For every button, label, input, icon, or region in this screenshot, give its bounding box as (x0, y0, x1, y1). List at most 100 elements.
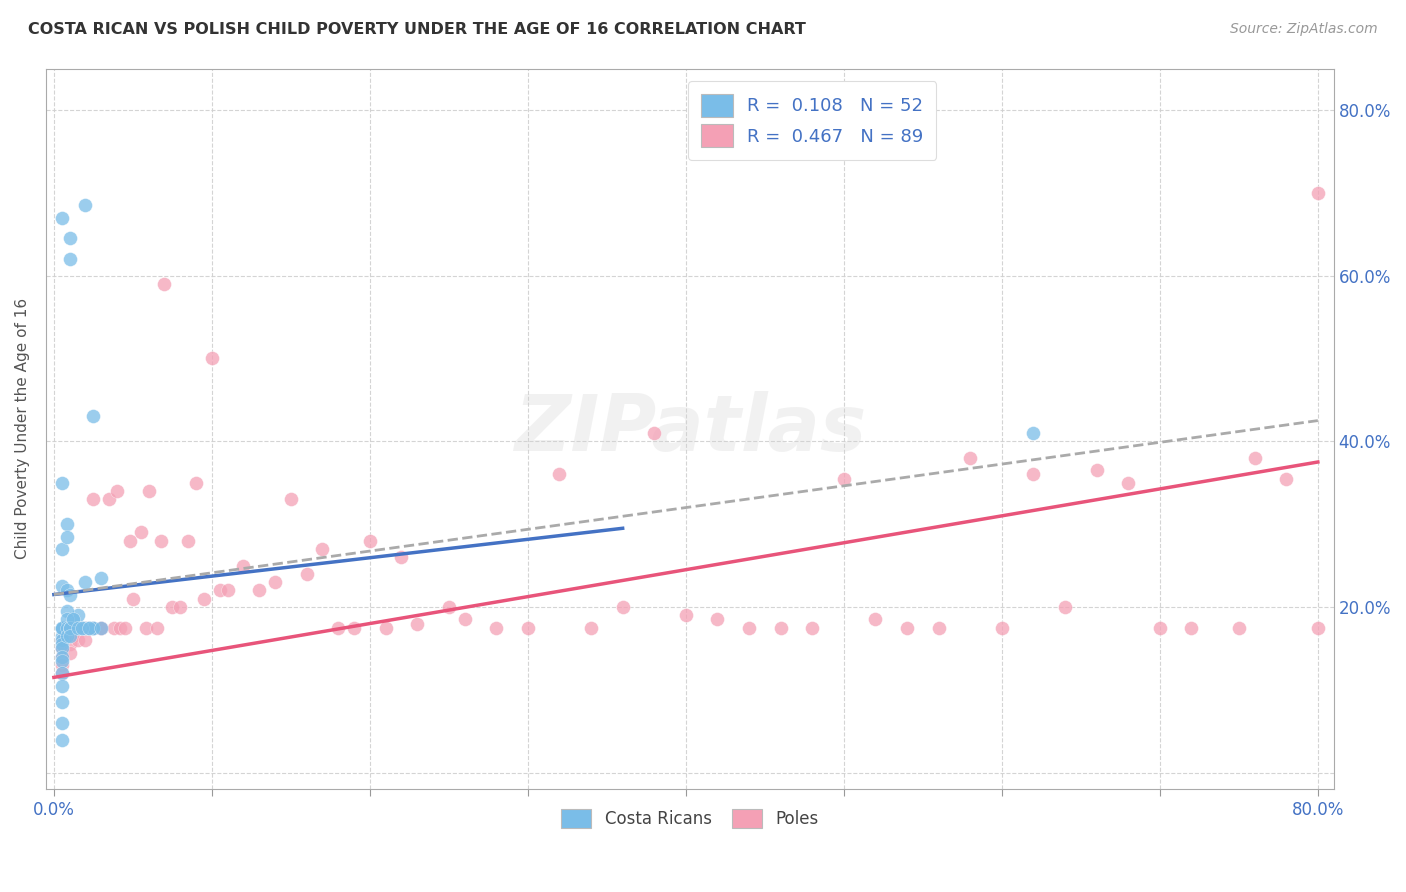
Point (51, 541, 73, 556)
Point (66, 608, 89, 623)
Point (114, 621, 136, 635)
Point (311, 541, 333, 556)
Point (295, 566, 318, 581)
Point (59, 621, 82, 635)
Point (59, 646, 82, 660)
Point (59, 588, 82, 602)
Point (51, 641, 73, 656)
Point (59, 637, 82, 651)
Point (90, 621, 112, 635)
Point (105, 483, 128, 498)
Text: COSTA RICAN VS POLISH CHILD POVERTY UNDER THE AGE OF 16 CORRELATION CHART: COSTA RICAN VS POLISH CHILD POVERTY UNDE… (28, 22, 806, 37)
Point (1243, 450, 1265, 465)
Point (138, 483, 160, 498)
Point (1180, 621, 1202, 635)
Point (706, 612, 728, 626)
Point (51, 637, 73, 651)
Point (55, 583, 77, 598)
Point (51, 649, 73, 664)
Point (55, 612, 77, 626)
Point (66, 621, 89, 635)
Point (55, 621, 77, 635)
Y-axis label: Child Poverty Under the Age of 16: Child Poverty Under the Age of 16 (15, 298, 30, 559)
Point (612, 599, 634, 614)
Point (62, 612, 84, 626)
Point (118, 533, 141, 548)
Point (51, 649, 73, 664)
Legend: Costa Ricans, Poles: Costa Ricans, Poles (555, 803, 825, 835)
Point (359, 533, 381, 548)
Point (675, 608, 697, 623)
Point (1149, 621, 1171, 635)
Point (90, 621, 112, 635)
Point (51, 732, 73, 747)
Point (59, 629, 82, 643)
Point (391, 550, 413, 565)
Point (75, 575, 97, 590)
Point (62, 621, 84, 635)
Point (77, 621, 100, 635)
Point (232, 558, 254, 573)
Point (177, 533, 200, 548)
Point (82, 621, 104, 635)
Point (51, 621, 73, 635)
Point (55, 517, 77, 532)
Point (51, 629, 73, 643)
Point (374, 621, 396, 635)
Point (62, 612, 84, 626)
Point (75, 633, 97, 648)
Point (928, 621, 950, 635)
Point (145, 621, 167, 635)
Point (453, 612, 475, 626)
Point (343, 621, 366, 635)
Point (82, 409, 104, 424)
Point (865, 612, 887, 626)
Point (129, 525, 152, 540)
Point (72, 621, 94, 635)
Point (66, 621, 89, 635)
Point (51, 621, 73, 635)
Point (134, 621, 156, 635)
Point (1306, 621, 1329, 635)
Point (77, 621, 100, 635)
Point (51, 211, 73, 225)
Point (406, 616, 429, 631)
Point (82, 621, 104, 635)
Point (75, 621, 97, 635)
Point (437, 599, 460, 614)
Point (247, 583, 270, 598)
Point (51, 633, 73, 648)
Point (55, 530, 77, 544)
Point (328, 621, 350, 635)
Point (959, 450, 981, 465)
Point (169, 599, 191, 614)
Point (1227, 621, 1250, 635)
Point (51, 633, 73, 648)
Point (51, 695, 73, 709)
Point (59, 621, 82, 635)
Point (516, 621, 538, 635)
Point (55, 629, 77, 643)
Point (643, 425, 665, 440)
Point (55, 604, 77, 618)
Point (153, 277, 176, 291)
Point (59, 252, 82, 266)
Point (548, 467, 571, 482)
Point (51, 666, 73, 681)
Point (193, 591, 215, 606)
Point (51, 621, 73, 635)
Point (75, 198, 97, 212)
Point (1275, 472, 1298, 486)
Point (991, 621, 1014, 635)
Point (72, 621, 94, 635)
Point (1022, 425, 1045, 440)
Point (51, 621, 73, 635)
Point (72, 621, 94, 635)
Point (90, 621, 112, 635)
Point (1022, 467, 1045, 482)
Point (59, 629, 82, 643)
Point (51, 475, 73, 490)
Point (51, 654, 73, 668)
Point (1116, 475, 1139, 490)
Point (51, 657, 73, 672)
